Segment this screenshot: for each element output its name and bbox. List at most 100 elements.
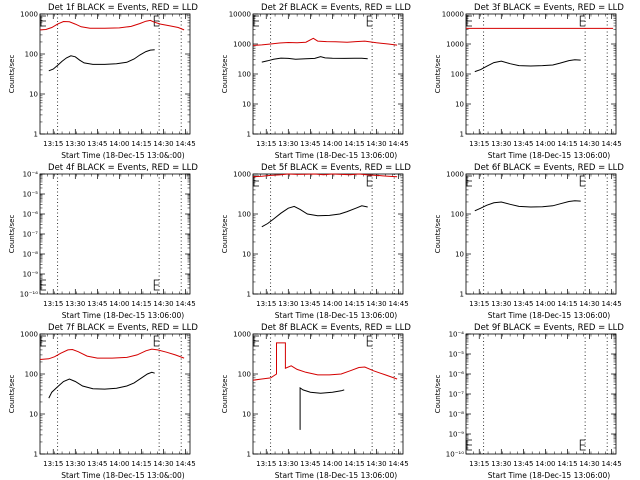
chart-panel-6: Det 6f BLACK = Events, RED = LLD Counts/s… bbox=[434, 163, 624, 320]
y-tick-label: 10⁻⁸ bbox=[449, 411, 465, 419]
plot-frame bbox=[465, 13, 617, 135]
y-tick-label: 1 bbox=[460, 291, 464, 299]
x-tick-label: 13:30 bbox=[491, 460, 511, 468]
y-axis-label: Counts/sec bbox=[434, 215, 442, 254]
y-tick-label: 100 bbox=[25, 371, 38, 379]
lld-series-line bbox=[252, 37, 398, 46]
x-tick-label: 14:15 bbox=[131, 140, 151, 148]
x-tick-label: 13:45 bbox=[513, 300, 533, 308]
y-tick-label: 10 bbox=[455, 101, 464, 109]
y-tick-label: 100 bbox=[25, 51, 38, 59]
y-tick-label: 1 bbox=[247, 291, 251, 299]
events-series-line bbox=[261, 205, 368, 228]
y-tick-label: 100 bbox=[238, 371, 251, 379]
x-tick-label: 14:30 bbox=[366, 140, 386, 148]
interval-flag-icon bbox=[466, 439, 472, 451]
x-tick-label: 14:15 bbox=[131, 300, 151, 308]
chart-panel-4: Det 4f BLACK = Events, RED = LLD Counts/s… bbox=[8, 163, 198, 320]
y-tick-label: 10⁻⁶ bbox=[449, 371, 465, 379]
interval-flag-icon bbox=[253, 175, 259, 187]
interval-flag-icon bbox=[40, 15, 46, 27]
interval-flag-icon bbox=[579, 15, 586, 27]
lld-series-line bbox=[252, 342, 398, 381]
plot-frame bbox=[39, 173, 191, 295]
chart-panel-7: Det 7f BLACK = Events, RED = LLD Counts/s… bbox=[8, 323, 198, 480]
lld-series-line bbox=[39, 348, 185, 360]
x-tick-label: 14:00 bbox=[535, 460, 555, 468]
y-tick-label: 10⁻⁸ bbox=[23, 251, 39, 259]
x-tick-label: 13:15 bbox=[43, 140, 63, 148]
x-tick-label: 13:15 bbox=[43, 460, 63, 468]
y-axis-label: Counts/sec bbox=[221, 375, 229, 414]
y-tick-label: 10 bbox=[455, 251, 464, 259]
y-tick-label: 1000 bbox=[233, 41, 251, 49]
events-series-line bbox=[299, 386, 345, 430]
x-tick-label: 14:15 bbox=[131, 460, 151, 468]
y-tick-label: 1 bbox=[460, 131, 464, 139]
interval-flag-icon bbox=[153, 15, 160, 27]
y-tick-label: 10000 bbox=[229, 11, 251, 19]
y-axis-label: Counts/sec bbox=[434, 375, 442, 414]
x-tick-label: 13:30 bbox=[65, 140, 85, 148]
y-tick-label: 1000 bbox=[233, 171, 251, 179]
y-tick-label: 10⁻⁷ bbox=[449, 391, 465, 399]
x-axis-label: Start Time (18-Dec-15 13:0&:00) bbox=[61, 151, 185, 160]
x-tick-label: 13:45 bbox=[87, 300, 107, 308]
y-tick-label: 10000 bbox=[442, 11, 464, 19]
y-tick-label: 10⁻⁷ bbox=[23, 231, 39, 239]
y-tick-label: 10⁻¹⁰ bbox=[20, 291, 38, 299]
x-tick-label: 14:45 bbox=[601, 300, 621, 308]
chart-title: Det 8f BLACK = Events, RED = LLD bbox=[261, 323, 411, 333]
chart-title: Det 4f BLACK = Events, RED = LLD bbox=[48, 163, 198, 173]
plot-frame bbox=[465, 173, 617, 295]
x-tick-label: 14:15 bbox=[557, 460, 577, 468]
x-tick-label: 14:45 bbox=[175, 300, 195, 308]
y-tick-label: 100 bbox=[451, 71, 464, 79]
chart-panel-1: Det 1f BLACK = Events, RED = LLD Counts/s… bbox=[8, 3, 198, 160]
y-tick-label: 1000 bbox=[446, 171, 464, 179]
chart-panel-9: Det 9f BLACK = Events, RED = LLD Counts/s… bbox=[434, 323, 624, 480]
y-axis-label: Counts/sec bbox=[8, 375, 16, 414]
x-tick-label: 14:30 bbox=[366, 460, 386, 468]
plot-frame bbox=[252, 173, 404, 295]
x-tick-label: 14:45 bbox=[175, 460, 195, 468]
plot-frame bbox=[39, 333, 191, 455]
x-axis-label: Start Time (18-Dec-15 13:06:00) bbox=[275, 311, 397, 320]
x-tick-label: 13:45 bbox=[300, 460, 320, 468]
y-tick-label: 1000 bbox=[446, 41, 464, 49]
x-tick-label: 14:00 bbox=[322, 300, 342, 308]
events-series-line bbox=[474, 200, 581, 212]
x-tick-label: 14:30 bbox=[153, 460, 173, 468]
chart-title: Det 3f BLACK = Events, RED = LLD bbox=[474, 3, 624, 13]
x-tick-label: 14:15 bbox=[344, 300, 364, 308]
x-tick-label: 13:30 bbox=[278, 460, 298, 468]
x-tick-label: 13:45 bbox=[87, 140, 107, 148]
x-tick-label: 14:00 bbox=[322, 140, 342, 148]
y-tick-label: 10⁻⁵ bbox=[23, 191, 39, 199]
x-tick-label: 13:45 bbox=[87, 460, 107, 468]
x-tick-label: 14:30 bbox=[579, 140, 599, 148]
x-tick-label: 13:15 bbox=[469, 300, 489, 308]
y-tick-label: 1 bbox=[247, 451, 251, 459]
x-tick-label: 14:30 bbox=[153, 300, 173, 308]
interval-flag-icon bbox=[153, 279, 160, 291]
chart-title: Det 9f BLACK = Events, RED = LLD bbox=[474, 323, 624, 333]
x-tick-label: 13:30 bbox=[278, 300, 298, 308]
y-tick-label: 10 bbox=[29, 91, 38, 99]
interval-flag-icon bbox=[366, 335, 373, 347]
y-tick-label: 100 bbox=[451, 211, 464, 219]
plot-frame bbox=[252, 333, 404, 455]
y-tick-label: 10⁻⁴ bbox=[449, 331, 465, 339]
x-tick-label: 14:30 bbox=[579, 300, 599, 308]
events-series-line bbox=[261, 56, 368, 63]
x-tick-label: 14:00 bbox=[109, 460, 129, 468]
y-tick-label: 10 bbox=[242, 411, 251, 419]
y-tick-label: 10⁻⁶ bbox=[23, 211, 39, 219]
y-tick-label: 10⁻⁹ bbox=[23, 271, 39, 279]
interval-flag-icon bbox=[579, 175, 586, 187]
x-tick-label: 13:45 bbox=[300, 300, 320, 308]
x-tick-label: 13:15 bbox=[256, 460, 276, 468]
interval-flag-icon bbox=[40, 335, 46, 347]
interval-flag-icon bbox=[253, 15, 259, 27]
x-axis-label: Start Time (18-Dec-15 13:06:00) bbox=[488, 151, 610, 160]
